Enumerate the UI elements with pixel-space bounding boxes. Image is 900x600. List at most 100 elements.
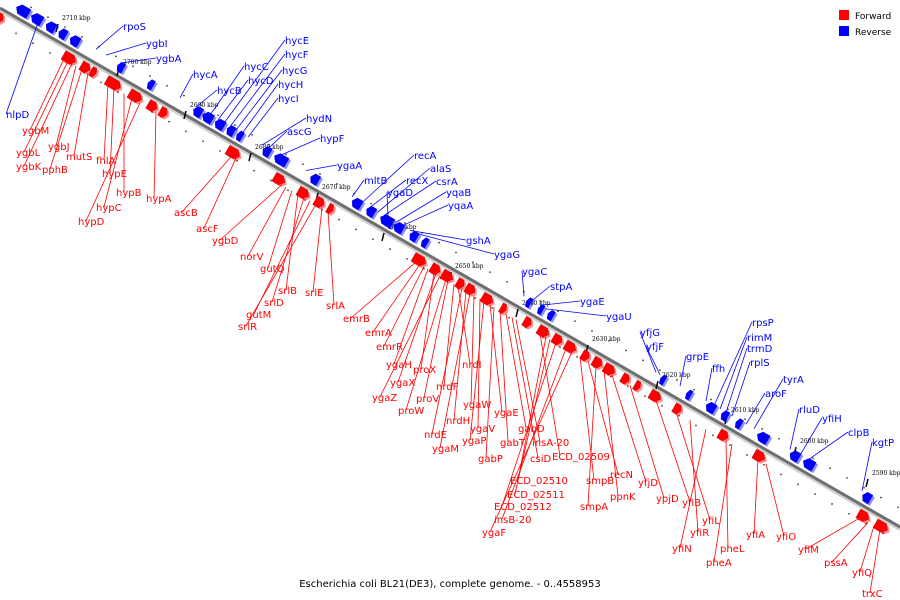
- forward-gene-arrow-shade: [441, 271, 455, 284]
- gene-label: ygaG: [494, 250, 520, 261]
- leader-line: [409, 230, 467, 241]
- leader-line: [725, 347, 748, 413]
- gene-label: ascG: [287, 127, 312, 138]
- reverse-gene-arrow: [803, 458, 817, 472]
- minor-tick: [644, 395, 646, 398]
- gene-label: ygbJ: [48, 142, 70, 153]
- tick-mark: [865, 478, 869, 488]
- leader-line: [521, 270, 525, 297]
- gene-label: insA-20: [532, 438, 569, 449]
- forward-gene-arrow-shade: [874, 520, 890, 535]
- gene-label: nrdF: [436, 382, 459, 393]
- gene-label: recX: [406, 176, 429, 187]
- leader-line: [267, 130, 288, 149]
- minor-tick: [763, 463, 765, 466]
- forward-gene-arrow-shade: [106, 77, 123, 93]
- reverse-gene-arrow: [659, 374, 668, 386]
- leader-line: [501, 348, 567, 520]
- forward-gene-arrow-shade: [412, 254, 428, 269]
- minor-tick: [338, 218, 340, 221]
- minor-tick: [557, 310, 559, 313]
- gene-label: hypF: [320, 134, 345, 145]
- gene-label: gutM: [246, 310, 271, 321]
- minor-tick: [897, 506, 899, 509]
- gene-label: ECD_02511: [507, 490, 565, 501]
- gene-label: emrR: [376, 342, 403, 353]
- gene-label: csiD: [530, 454, 551, 465]
- forward-gene-arrow-shade: [62, 52, 78, 67]
- minor-tick: [285, 153, 287, 156]
- gene-label: emrB: [343, 314, 370, 325]
- gene-label: ppnK: [610, 492, 636, 503]
- leader-line: [247, 97, 279, 138]
- gene-label: pheA: [706, 558, 732, 569]
- minor-tick: [15, 32, 17, 35]
- minor-tick: [814, 493, 816, 496]
- minor-tick: [472, 261, 474, 264]
- forward-gene-arrow: [521, 315, 532, 328]
- gene-label: yfiM: [798, 545, 819, 556]
- tick-label: 2600 kbp: [800, 438, 829, 445]
- forward-gene-arrow: [60, 50, 76, 65]
- reverse-gene-arrow: [214, 118, 227, 132]
- reverse-gene-arrow-shade: [549, 312, 558, 323]
- gene-label: yqaB: [446, 188, 471, 199]
- forward-gene-arrow: [601, 362, 615, 376]
- minor-tick: [729, 444, 731, 447]
- leader-line: [369, 179, 407, 208]
- leader-line: [705, 367, 713, 402]
- leader-line: [153, 111, 157, 199]
- leader-line: [105, 42, 147, 56]
- leader-line: [489, 351, 573, 533]
- leader-line: [725, 440, 729, 549]
- forward-gene-arrow: [145, 99, 158, 112]
- tick-mark: [381, 232, 385, 242]
- minor-tick: [848, 512, 850, 515]
- gene-label: rpoS: [123, 22, 146, 33]
- minor-tick: [251, 133, 253, 136]
- gene-label: hycB: [217, 86, 242, 97]
- reverse-gene-arrow: [734, 418, 744, 430]
- leader-line: [807, 431, 849, 461]
- reverse-gene-arrow: [193, 106, 205, 119]
- gene-label: srlD: [264, 298, 284, 309]
- minor-tick: [474, 297, 476, 299]
- forward-gene-arrow: [535, 324, 549, 338]
- minor-tick: [508, 316, 510, 319]
- gene-label: smpB: [586, 476, 614, 487]
- gene-label: ygaC: [522, 267, 547, 278]
- minor-tick: [47, 16, 49, 19]
- gene-label: ygaV: [470, 424, 495, 435]
- leader-line: [453, 290, 467, 421]
- gene-label: ygbD: [212, 236, 239, 247]
- minor-tick: [778, 437, 780, 440]
- leader-line: [679, 355, 687, 387]
- gene-label: hydN: [306, 114, 332, 125]
- reverse-gene-arrow: [69, 35, 82, 48]
- reverse-gene-arrow: [116, 61, 127, 74]
- forward-gene-arrow: [872, 518, 888, 533]
- forward-gene-arrow: [157, 106, 168, 118]
- minor-tick: [540, 300, 542, 303]
- leader-line: [241, 83, 279, 134]
- reverse-gene-arrow-shade: [423, 239, 432, 251]
- reverse-gene-arrow-shade: [396, 224, 408, 237]
- gene-label: insB-20: [494, 515, 532, 526]
- reverse-gene-arrow-shade: [708, 404, 720, 417]
- forward-gene-arrow: [716, 428, 729, 442]
- leader-line: [499, 310, 509, 443]
- gene-label: hypD: [78, 217, 105, 228]
- leader-line: [689, 419, 699, 533]
- gene-label: tyrA: [783, 375, 804, 386]
- minor-tick: [627, 385, 629, 388]
- leader-line: [29, 58, 65, 131]
- reverse-gene-arrow: [757, 431, 771, 445]
- leader-line: [470, 295, 475, 405]
- gene-label: gutQ: [260, 264, 285, 275]
- leader-line: [485, 306, 495, 459]
- reverse-gene-arrow: [274, 153, 290, 168]
- forward-gene-arrow-shade: [857, 511, 871, 524]
- gene-label: proX: [413, 365, 436, 376]
- minor-tick: [506, 280, 508, 283]
